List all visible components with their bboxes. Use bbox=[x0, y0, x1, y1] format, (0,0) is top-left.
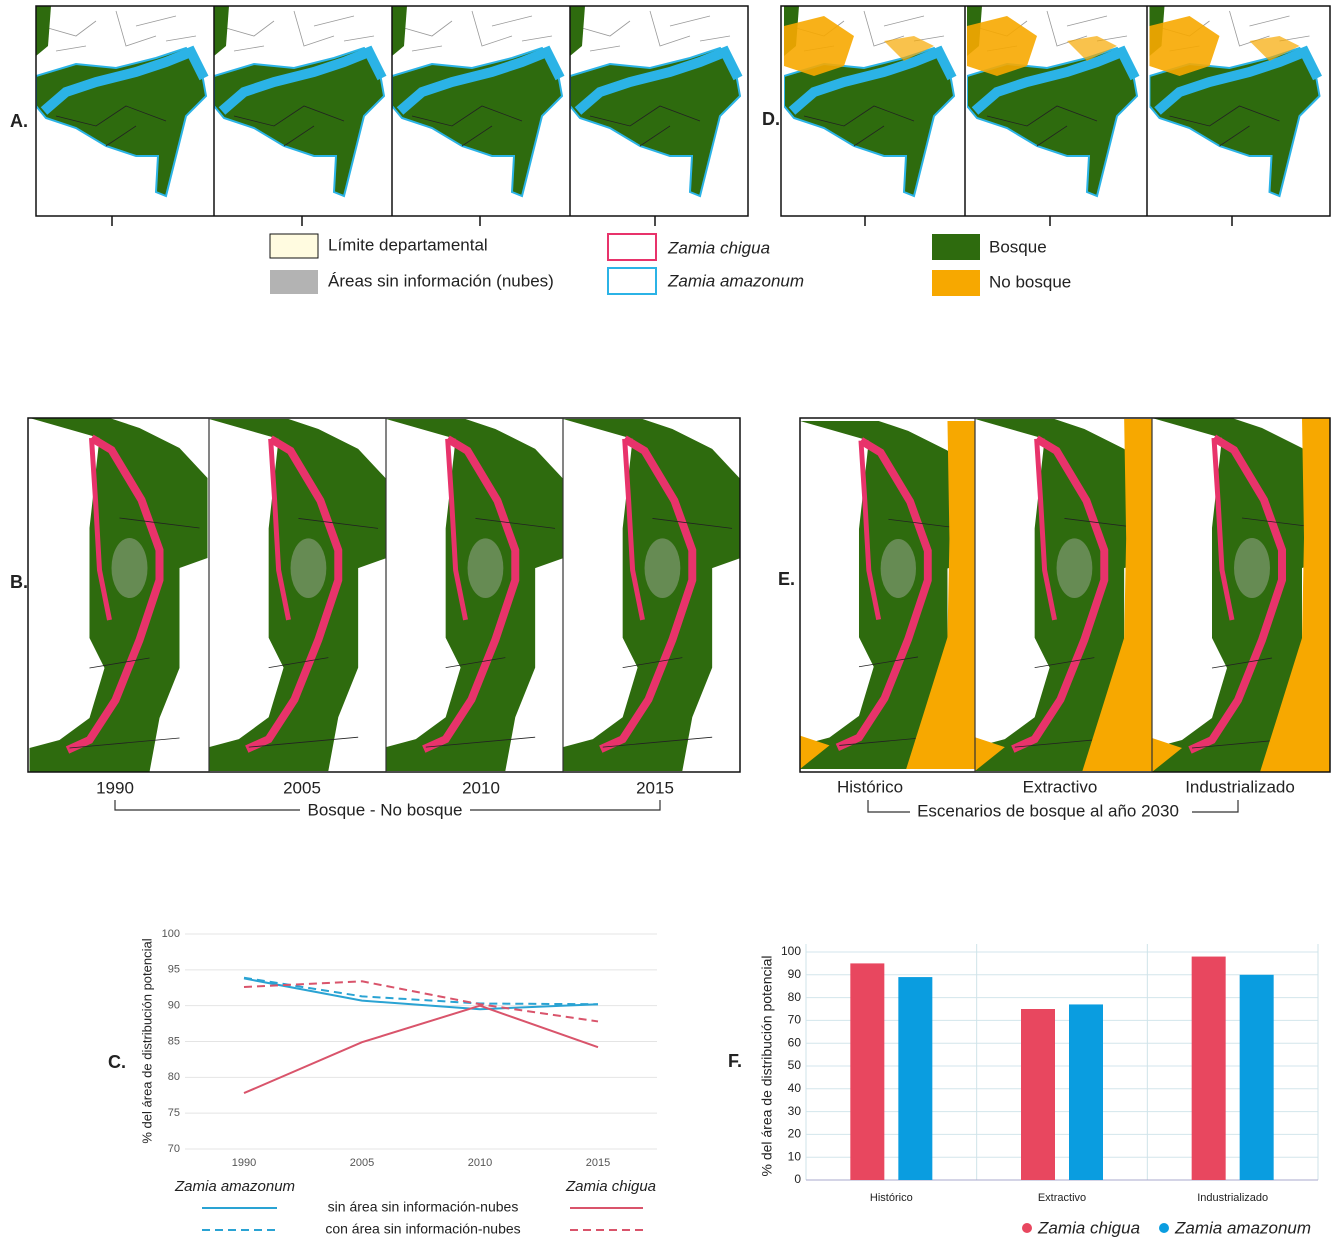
x-tick-label: 2010 bbox=[468, 1157, 492, 1169]
panel-d bbox=[781, 6, 1330, 226]
x-tick-label: 1990 bbox=[232, 1157, 256, 1169]
legend-group: Zamia amazonum bbox=[174, 1178, 295, 1195]
panel-label: D. bbox=[762, 109, 780, 129]
figure: A. D. Límite departamental Áreas sin inf… bbox=[0, 0, 1336, 1241]
year-label: 2015 bbox=[636, 778, 674, 797]
x-tick-label: Industrializado bbox=[1197, 1192, 1268, 1204]
panel-label: E. bbox=[778, 569, 795, 589]
y-axis-label: % del área de distribución potencial bbox=[139, 938, 154, 1143]
y-tick-label: 70 bbox=[168, 1143, 180, 1155]
x-tick-label: 2005 bbox=[350, 1157, 374, 1169]
legend-label: Zamia chigua bbox=[667, 238, 770, 257]
y-tick-label: 100 bbox=[162, 928, 180, 940]
legend-label: Zamia chigua bbox=[1037, 1218, 1140, 1237]
year-label: 2005 bbox=[283, 778, 321, 797]
bar bbox=[898, 977, 932, 1180]
scenario-label: Extractivo bbox=[1023, 777, 1098, 796]
y-tick-label: 40 bbox=[788, 1081, 802, 1095]
legend-swatch bbox=[1159, 1223, 1169, 1233]
year-label: 1990 bbox=[96, 778, 134, 797]
bar bbox=[1069, 1004, 1103, 1180]
y-tick-label: 30 bbox=[788, 1104, 802, 1118]
panel-b bbox=[28, 418, 740, 810]
panel-label: F. bbox=[728, 1051, 742, 1071]
y-tick-label: 80 bbox=[168, 1071, 180, 1083]
y-tick-label: 20 bbox=[788, 1127, 802, 1141]
bar bbox=[1240, 975, 1274, 1180]
y-tick-label: 50 bbox=[788, 1058, 802, 1072]
series-line bbox=[244, 981, 598, 1021]
y-tick-label: 0 bbox=[794, 1172, 801, 1186]
legend-label: con área sin información-nubes bbox=[325, 1221, 520, 1237]
scenario-label: Industrializado bbox=[1185, 777, 1295, 796]
series-line bbox=[244, 1006, 598, 1093]
y-tick-label: 10 bbox=[788, 1149, 802, 1163]
y-tick-label: 75 bbox=[168, 1107, 180, 1119]
x-tick-label: Histórico bbox=[870, 1192, 913, 1204]
caption: Escenarios de bosque al año 2030 bbox=[917, 801, 1179, 820]
legend-label: Áreas sin información (nubes) bbox=[328, 271, 554, 290]
x-tick-label: 2015 bbox=[586, 1157, 610, 1169]
caption: Bosque - No bosque bbox=[308, 800, 463, 819]
legend-label: Límite departamental bbox=[328, 235, 488, 254]
panel-e bbox=[800, 418, 1330, 812]
legend-swatch bbox=[1022, 1223, 1032, 1233]
legend-label: No bosque bbox=[989, 272, 1071, 291]
y-tick-label: 95 bbox=[168, 964, 180, 976]
legend-label: Zamia amazonum bbox=[667, 271, 804, 290]
legend-group: Zamia chigua bbox=[565, 1178, 656, 1195]
y-tick-label: 70 bbox=[788, 1013, 802, 1027]
legend-label: Zamia amazonum bbox=[1174, 1218, 1311, 1237]
panel-label: A. bbox=[10, 111, 28, 131]
panel-a bbox=[36, 6, 748, 226]
panel-label: C. bbox=[108, 1052, 126, 1072]
y-tick-label: 85 bbox=[168, 1035, 180, 1047]
bar bbox=[1021, 1009, 1055, 1180]
scenario-label: Histórico bbox=[837, 777, 903, 796]
series-line bbox=[244, 978, 598, 1005]
legend-label: Bosque bbox=[989, 237, 1047, 256]
legend-label: sin área sin información-nubes bbox=[328, 1199, 519, 1215]
year-label: 2010 bbox=[462, 778, 500, 797]
y-tick-label: 90 bbox=[788, 967, 802, 981]
y-tick-label: 100 bbox=[781, 944, 801, 958]
bar bbox=[1192, 957, 1226, 1180]
y-axis-label: % del área de distribución potencial bbox=[759, 955, 775, 1176]
x-tick-label: Extractivo bbox=[1038, 1192, 1086, 1204]
bar bbox=[850, 963, 884, 1180]
panel-label: B. bbox=[10, 572, 28, 592]
y-tick-label: 90 bbox=[168, 1000, 180, 1012]
y-tick-label: 80 bbox=[788, 990, 802, 1004]
y-tick-label: 60 bbox=[788, 1035, 802, 1049]
